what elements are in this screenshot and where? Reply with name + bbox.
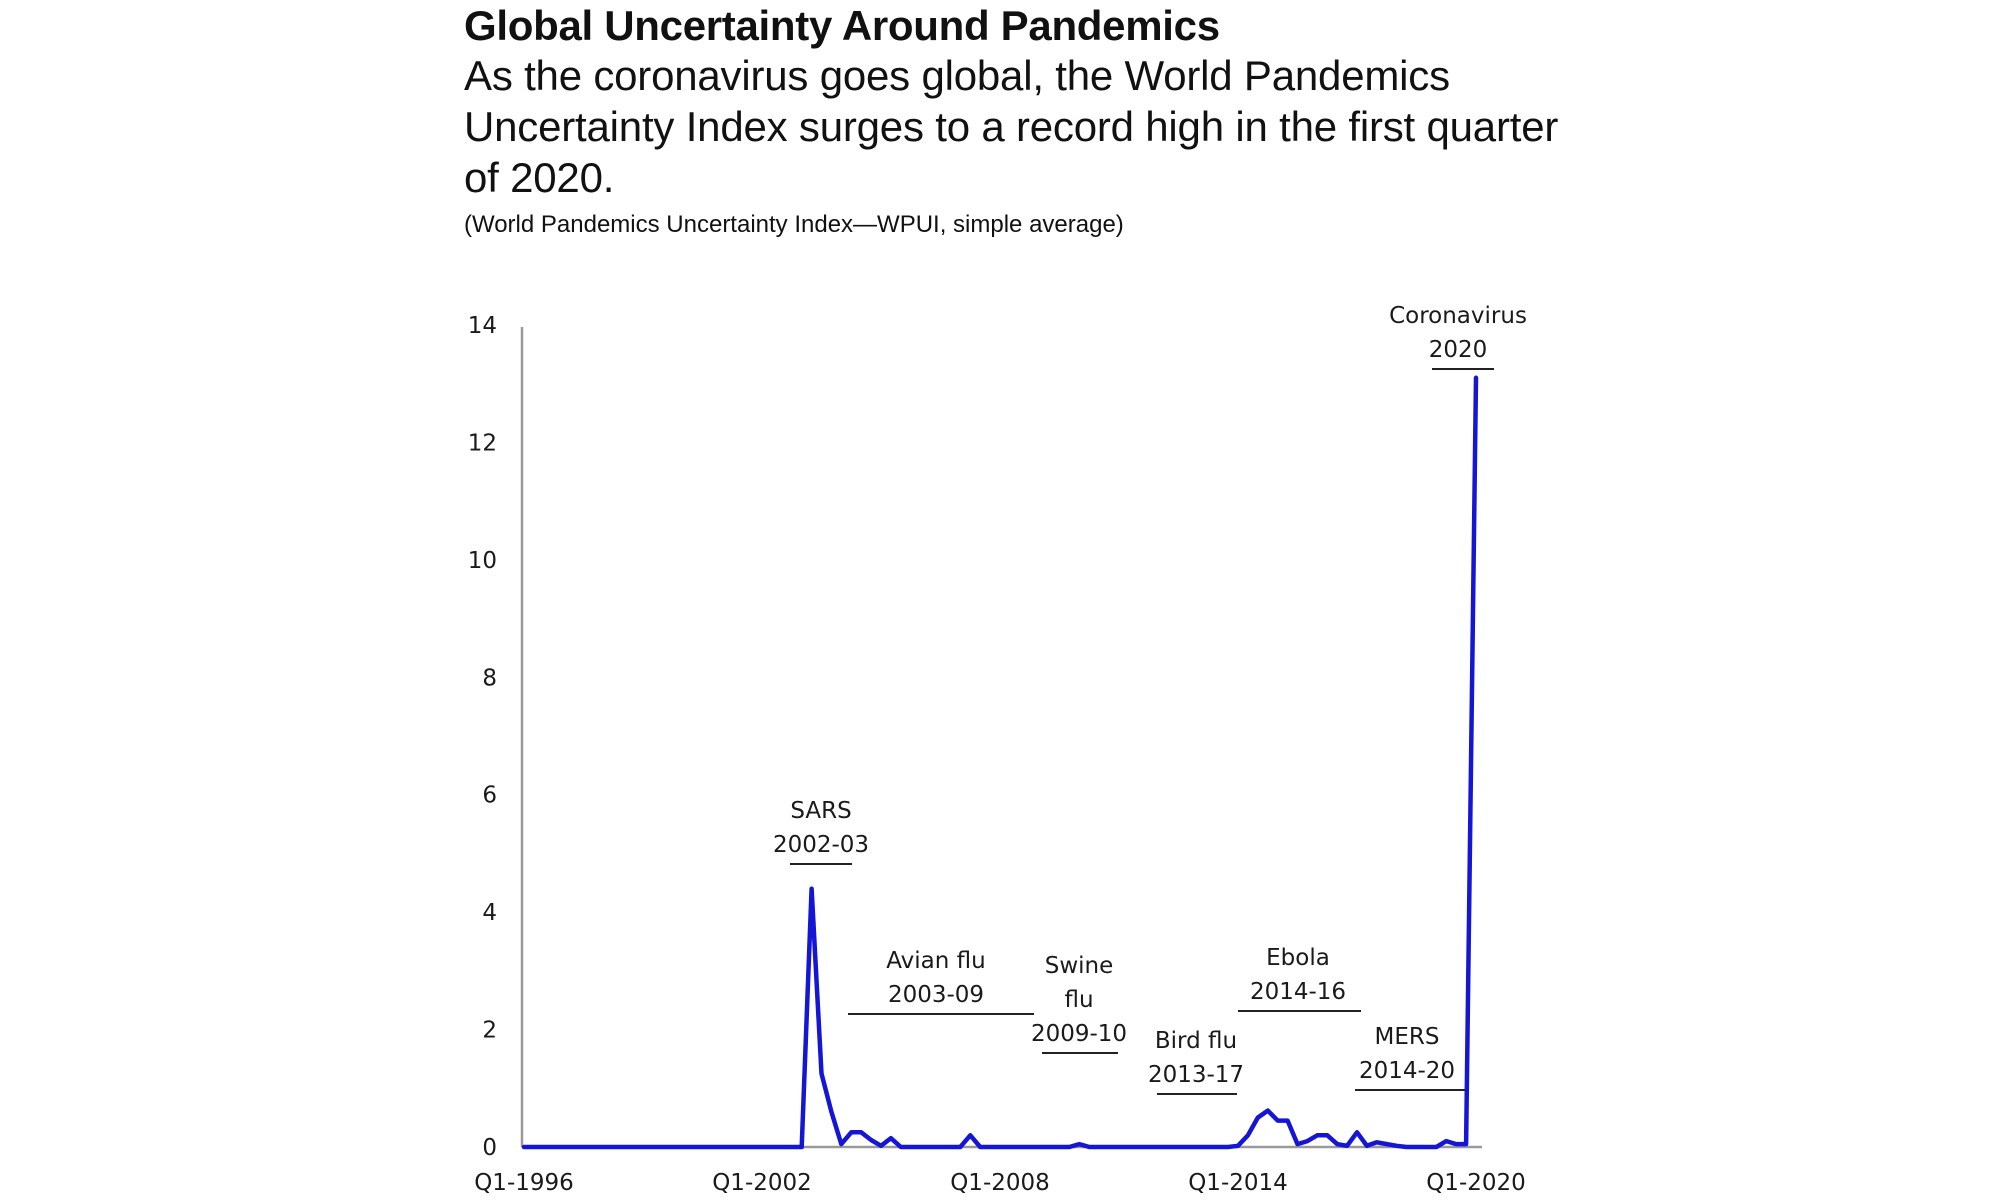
annotation-label: Coronavirus — [1389, 303, 1527, 329]
x-axis-tick-labels: Q1-1996 Q1-2002 Q1-2008 Q1-2014 Q1-2020 — [474, 1170, 1526, 1196]
annotation-period: 2014-16 — [1250, 979, 1346, 1005]
series-layer — [521, 375, 1479, 1150]
y-tick-label: 12 — [468, 430, 497, 456]
annotation-label: flu — [1064, 987, 1093, 1013]
x-tick-label: Q1-2008 — [950, 1170, 1050, 1196]
annotation-period: 2003-09 — [888, 982, 984, 1008]
annotation-label: Bird flu — [1155, 1028, 1237, 1054]
y-tick-label: 6 — [482, 783, 497, 809]
y-tick-label: 8 — [482, 665, 497, 691]
y-tick-label: 2 — [482, 1018, 497, 1044]
annotation-label: SARS — [790, 798, 851, 824]
chart-title: Global Uncertainty Around Pandemics — [464, 2, 1220, 49]
x-tick-label: Q1-2020 — [1426, 1170, 1526, 1196]
x-tick-label: Q1-1996 — [474, 1170, 574, 1196]
annotation-period: 2020 — [1429, 337, 1488, 363]
annotations-layer: SARS 2002-03 Avian flu 2003-09 Swine flu 2009-… — [773, 303, 1527, 1095]
annotation-period: 2002-03 — [773, 832, 869, 858]
y-axis-tick-labels: 0 2 4 6 8 10 12 14 — [468, 313, 497, 1161]
annotation-period: 2014-20 — [1359, 1058, 1455, 1084]
annotation-label: Avian flu — [886, 948, 985, 974]
annotation-period: 2013-17 — [1148, 1062, 1244, 1088]
y-tick-label: 10 — [468, 548, 497, 574]
annotation-label: Ebola — [1266, 945, 1330, 971]
x-tick-label: Q1-2002 — [712, 1170, 812, 1196]
x-tick-label: Q1-2014 — [1188, 1170, 1288, 1196]
chart-note: (World Pandemics Uncertainty Index—WPUI,… — [464, 211, 1124, 238]
y-tick-label: 0 — [482, 1135, 497, 1161]
chart-axes — [520, 327, 1482, 1149]
chart-subtitle: As the coronavirus goes global, the Worl… — [464, 52, 1559, 201]
y-tick-label: 4 — [482, 900, 497, 926]
annotation-period: 2009-10 — [1031, 1021, 1127, 1047]
annotation-label: MERS — [1375, 1024, 1440, 1050]
y-tick-label: 14 — [468, 313, 497, 339]
annotation-label: Swine — [1045, 953, 1114, 979]
series-line — [521, 375, 1479, 1150]
